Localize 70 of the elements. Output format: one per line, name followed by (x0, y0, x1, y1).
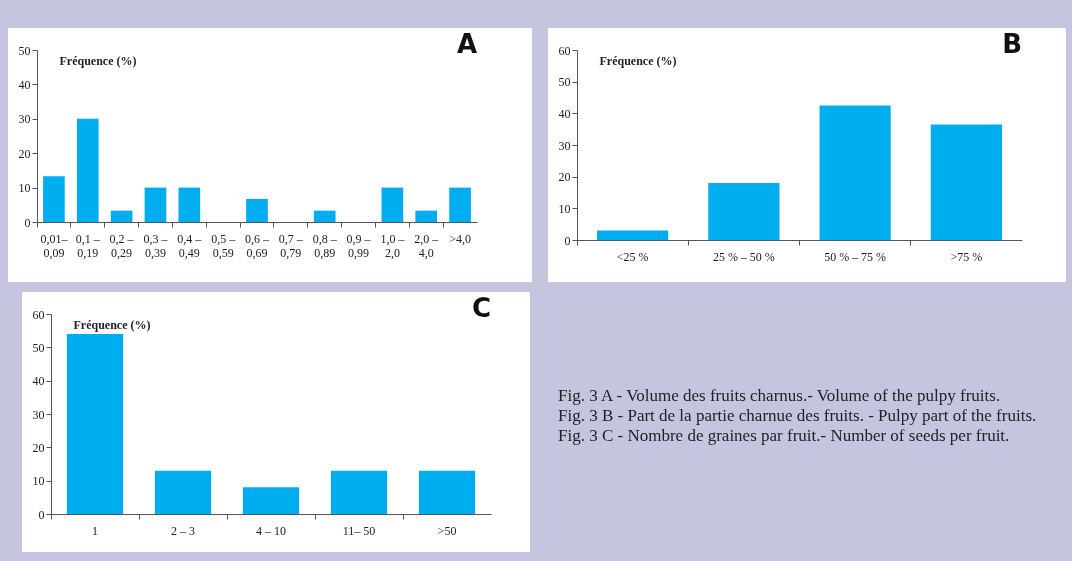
y-tick-label: 40 (32, 374, 45, 389)
chart-title: C (471, 293, 491, 323)
x-tick-label: 25 % – 50 % (712, 249, 775, 264)
bar (242, 487, 300, 514)
x-tick-label: <25 % (616, 249, 649, 264)
x-tick-label: 0,1 – 0,19 (75, 231, 101, 260)
y-tick-label: 10 (18, 181, 31, 196)
y-tick-label: 10 (32, 474, 45, 489)
bar (819, 105, 891, 240)
x-tick-label: >50 (437, 523, 457, 538)
bar (415, 210, 438, 222)
x-tick-label: 0,6 – 0,69 (245, 231, 270, 260)
chart-title: B (1002, 29, 1022, 59)
bar (66, 334, 124, 514)
bar (381, 187, 404, 222)
bar (246, 198, 268, 222)
x-tick-label: 0,8 – 0,89 (312, 231, 338, 260)
caption: Fig. 3 C - Nombre de graines par fruit.- Number of seeds per fruit. (558, 426, 1011, 446)
x-tick-label: 11– 50 (342, 523, 376, 538)
y-tick-label: 30 (18, 112, 31, 127)
y-tick-label: 0 (38, 507, 45, 522)
y-tick-label: 30 (558, 138, 571, 153)
y-axis-title: Fréquence (%) (599, 53, 677, 68)
x-tick-label: >75 % (950, 249, 983, 264)
bar (708, 183, 780, 240)
x-tick-label: 0,01– 0,09 (40, 231, 69, 260)
bar (76, 118, 99, 222)
y-axis-title: Fréquence (%) (73, 317, 151, 332)
y-tick-label: 60 (32, 307, 45, 322)
x-tick-label: 2,0 – 4,0 (414, 231, 440, 260)
y-tick-label: 50 (558, 75, 571, 90)
x-tick-label: 0,3 – 0,39 (143, 231, 169, 260)
y-tick-label: 40 (18, 77, 31, 92)
bar (110, 210, 133, 222)
bar (330, 470, 388, 514)
x-tick-label: 1,0 – 2,0 (380, 231, 406, 260)
bar (449, 187, 471, 222)
chart-title: A (456, 29, 477, 59)
bar (418, 470, 476, 514)
x-tick-label: 50 % – 75 % (824, 249, 887, 264)
y-tick-label: 10 (558, 201, 571, 216)
y-tick-label: 50 (32, 340, 45, 355)
bar (154, 470, 212, 514)
x-tick-label: 2 – 3 (171, 523, 195, 538)
y-tick-label: 20 (558, 170, 571, 185)
x-tick-label: 0,5 – 0,59 (211, 231, 237, 260)
caption: Fig. 3 B - Part de la partie charnue des fruits. - Pulpy part of the fruits. (558, 406, 1038, 426)
x-tick-label: 0,7 – 0,79 (278, 231, 304, 260)
y-tick-label: 30 (32, 407, 45, 422)
y-axis-title: Fréquence (%) (59, 53, 137, 68)
bar (178, 187, 201, 222)
y-tick-label: 60 (558, 43, 571, 58)
x-tick-label: 0,4 – 0,49 (177, 231, 203, 260)
bar (313, 210, 336, 222)
y-tick-label: 50 (18, 43, 31, 58)
x-tick-label: 0,9 – 0,99 (346, 231, 372, 260)
bar (144, 187, 167, 222)
y-tick-label: 0 (564, 233, 571, 248)
x-tick-label: 4 – 10 (256, 523, 286, 538)
bar (597, 230, 669, 240)
y-tick-label: 20 (32, 440, 45, 455)
bar (930, 124, 1002, 240)
y-tick-label: 0 (24, 215, 31, 230)
caption: Fig. 3 A - Volume des fruits charnus.- Volume of the pulpy fruits. (558, 386, 1002, 406)
x-tick-label: 1 (92, 523, 98, 538)
y-tick-label: 20 (18, 146, 31, 161)
y-tick-label: 40 (558, 106, 571, 121)
x-tick-label: 0,2 – 0,29 (109, 231, 135, 260)
bar (43, 176, 65, 222)
x-tick-label: >4,0 (449, 231, 471, 246)
